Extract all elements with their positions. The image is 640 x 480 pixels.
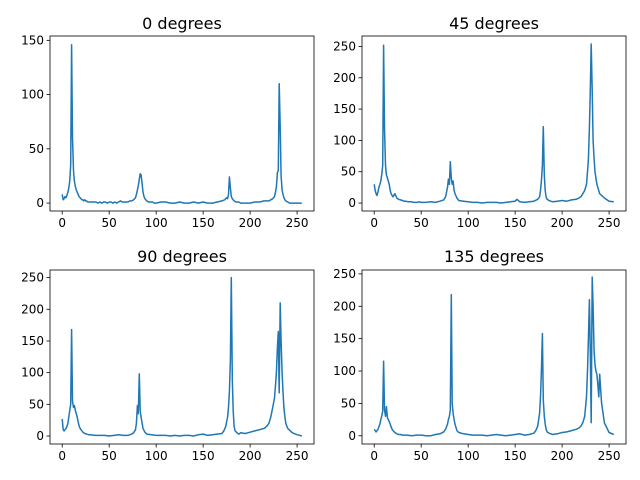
axes-frame bbox=[361, 269, 627, 445]
plot-area: 0 50 100 150 200 250 0 50 100 150 200 250 bbox=[333, 267, 627, 463]
subplot-45-degrees: 45 degrees 0 50 100 150 200 250 0 50 100 150 200 25… bbox=[333, 14, 627, 230]
series-line bbox=[61, 43, 302, 204]
x-tick-label: 250 bbox=[598, 449, 621, 463]
x-tick-label: 50 bbox=[102, 216, 117, 230]
plot-area: 0 50 100 150 200 250 0 50 100 150 200 250 bbox=[333, 35, 627, 230]
y-tick-label: 200 bbox=[333, 299, 356, 313]
axes-frame bbox=[361, 35, 627, 212]
y-tick-label: 150 bbox=[333, 332, 356, 346]
x-tick-label: 200 bbox=[551, 449, 574, 463]
series-line bbox=[61, 276, 302, 437]
y-tick-label: 0 bbox=[36, 429, 44, 443]
x-tick-label: 200 bbox=[239, 449, 262, 463]
subplot-title: 0 degrees bbox=[142, 14, 222, 33]
y-tick-label: 200 bbox=[333, 71, 356, 85]
x-tick-label: 100 bbox=[145, 216, 168, 230]
x-tick-label: 0 bbox=[370, 449, 378, 463]
series-line bbox=[373, 276, 615, 437]
x-tick-label: 0 bbox=[58, 449, 66, 463]
y-tick-label: 50 bbox=[29, 397, 44, 411]
axes-frame bbox=[49, 269, 315, 445]
axes-frame bbox=[49, 35, 315, 212]
x-tick-label: 150 bbox=[192, 449, 215, 463]
y-tick-label: 100 bbox=[333, 364, 356, 378]
y-tick-label: 150 bbox=[21, 33, 44, 47]
y-tick-label: 100 bbox=[333, 133, 356, 147]
subplot-title: 45 degrees bbox=[449, 14, 539, 33]
y-tick-label: 0 bbox=[348, 429, 356, 443]
series-line bbox=[373, 43, 614, 204]
y-tick-label: 250 bbox=[333, 267, 356, 281]
x-tick-label: 0 bbox=[58, 216, 66, 230]
y-tick-label: 50 bbox=[341, 165, 356, 179]
x-tick-label: 150 bbox=[192, 216, 215, 230]
y-tick-label: 150 bbox=[21, 334, 44, 348]
y-tick-label: 250 bbox=[21, 271, 44, 285]
x-tick-label: 200 bbox=[239, 216, 262, 230]
x-tick-label: 200 bbox=[551, 216, 574, 230]
x-tick-label: 100 bbox=[457, 216, 480, 230]
x-tick-label: 250 bbox=[286, 449, 309, 463]
x-tick-label: 150 bbox=[504, 449, 527, 463]
y-tick-label: 250 bbox=[333, 39, 356, 53]
y-tick-label: 50 bbox=[341, 396, 356, 410]
subplot-title: 90 degrees bbox=[137, 247, 227, 266]
x-tick-label: 100 bbox=[145, 449, 168, 463]
y-tick-label: 200 bbox=[21, 302, 44, 316]
subplot-0-degrees: 0 degrees 0 50 100 150 200 250 0 50 100 150 bbox=[21, 14, 315, 230]
y-tick-label: 100 bbox=[21, 366, 44, 380]
y-tick-label: 150 bbox=[333, 102, 356, 116]
y-tick-label: 0 bbox=[348, 196, 356, 210]
y-tick-label: 100 bbox=[21, 88, 44, 102]
x-tick-label: 100 bbox=[457, 449, 480, 463]
subplot-title: 135 degrees bbox=[444, 247, 544, 266]
subplot-90-degrees: 90 degrees 0 50 100 150 200 250 0 50 100 150 200 25… bbox=[21, 247, 315, 463]
x-tick-label: 50 bbox=[414, 449, 429, 463]
x-tick-label: 0 bbox=[370, 216, 378, 230]
y-tick-label: 50 bbox=[29, 142, 44, 156]
x-tick-label: 250 bbox=[286, 216, 309, 230]
plot-area: 0 50 100 150 200 250 0 50 100 150 bbox=[21, 33, 315, 230]
subplot-135-degrees: 135 degrees 0 50 100 150 200 250 0 50 100 150 200 2… bbox=[333, 247, 627, 463]
x-tick-label: 250 bbox=[598, 216, 621, 230]
x-tick-label: 50 bbox=[102, 449, 117, 463]
y-tick-label: 0 bbox=[36, 196, 44, 210]
x-tick-label: 150 bbox=[504, 216, 527, 230]
plot-area: 0 50 100 150 200 250 0 50 100 150 200 250 bbox=[21, 269, 315, 463]
x-tick-label: 50 bbox=[414, 216, 429, 230]
